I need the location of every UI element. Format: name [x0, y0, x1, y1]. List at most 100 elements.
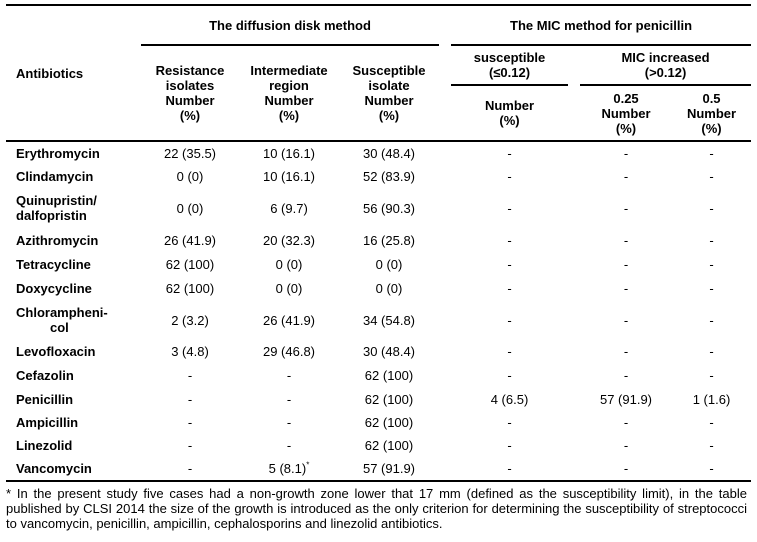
table-row: Quinupristin/ dalfopristin 0 (0) 6 (9.7)… — [6, 188, 751, 228]
antibiotic-name: Doxycycline — [16, 280, 92, 296]
table-row: Ampicillin - - 62 (100) - - - — [6, 411, 751, 434]
table-row: Azithromycin 26 (41.9) 20 (32.3) 16 (25.… — [6, 228, 751, 252]
mic-025-value: 57 (91.9) — [599, 391, 653, 407]
mic-025-value: - — [623, 256, 629, 272]
mic-05-value: - — [672, 457, 752, 482]
footnote-text: In the present study five cases had a no… — [6, 486, 747, 531]
mic-susceptible-value: - — [507, 312, 512, 328]
intermediate-value: 10 (16.1) — [262, 145, 316, 161]
susceptible-value: 62 (100) — [364, 415, 414, 430]
table-row: Clindamycin 0 (0) 10 (16.1) 52 (83.9) - … — [6, 164, 751, 188]
mic-susceptible-value: - — [507, 145, 512, 161]
susceptible-value: 0 (0) — [375, 256, 403, 272]
mic-05-value: - — [709, 367, 714, 383]
mic-susceptible-value: - — [507, 232, 512, 248]
resistance-value: 3 (4.8) — [171, 344, 209, 359]
resistance-value: - — [187, 438, 193, 453]
mic-susceptible-value: - — [507, 280, 512, 296]
antibiotic-name: Cefazolin — [16, 367, 74, 383]
antibiotic-name: Vancomycin — [6, 457, 141, 482]
mic-05-value: - — [709, 312, 714, 328]
susceptible-value: 34 (54.8) — [362, 312, 416, 328]
resistance-value: 62 (100) — [165, 256, 215, 272]
antibiotic-name: Chlorampheni- col — [16, 305, 108, 335]
mic-05-value: - — [709, 438, 714, 453]
mic-025-value: - — [580, 457, 673, 482]
resistance-value: 0 (0) — [176, 200, 204, 216]
intermediate-value: 10 (16.1) — [262, 168, 316, 184]
antibiotic-name: Azithromycin — [16, 232, 99, 248]
susceptible-value: 30 (48.4) — [362, 145, 416, 161]
table-row: Doxycycline 62 (100) 0 (0) 0 (0) - - - — [6, 276, 751, 300]
susceptible-value: 52 (83.9) — [362, 168, 416, 184]
susceptible-value: 62 (100) — [364, 367, 414, 383]
intermediate-value: 5 (8.1)* — [239, 457, 339, 482]
mic-025-value: - — [623, 200, 629, 216]
intermediate-value: 6 (9.7) — [270, 200, 308, 216]
header-resistance: Resistance isolates Number (%) — [141, 45, 239, 142]
mic-susceptible-value: 4 (6.5) — [490, 391, 529, 407]
resistance-value: - — [141, 457, 239, 482]
mic-05-value: - — [709, 280, 714, 296]
resistance-value: - — [187, 415, 193, 430]
mic-susceptible-value: - — [507, 367, 512, 383]
susceptible-value: 16 (25.8) — [362, 232, 416, 248]
table-row: Erythromycin 22 (35.5) 10 (16.1) 30 (48.… — [6, 141, 751, 164]
table-row: Levofloxacin 3 (4.8) 29 (46.8) 30 (48.4)… — [6, 340, 751, 363]
mic-05-value: - — [709, 145, 714, 161]
intermediate-value: 0 (0) — [275, 256, 303, 272]
antibiotic-name: Linezolid — [16, 438, 73, 453]
intermediate-value: 29 (46.8) — [262, 344, 316, 359]
susceptible-value: 30 (48.4) — [362, 344, 416, 359]
susceptible-value: 0 (0) — [375, 280, 403, 296]
footnote-marker: * — [306, 460, 310, 470]
intermediate-value: - — [286, 415, 292, 430]
table-row: Linezolid - - 62 (100) - - - — [6, 434, 751, 457]
intermediate-value: - — [286, 438, 292, 453]
header-mic-number: Number (%) — [451, 85, 569, 142]
header-intermediate: Intermediate region Number (%) — [239, 45, 339, 142]
resistance-value: 2 (3.2) — [171, 312, 209, 328]
susceptible-value: 62 (100) — [364, 391, 414, 407]
intermediate-value: - — [286, 367, 292, 383]
table-row: Chlorampheni- col 2 (3.2) 26 (41.9) 34 (… — [6, 300, 751, 340]
mic-susceptible-value: - — [507, 256, 512, 272]
intermediate-value: 20 (32.3) — [262, 232, 316, 248]
table-container: Antibiotics The diffusion disk method Th… — [6, 4, 752, 531]
antibiotic-name: Erythromycin — [16, 145, 100, 161]
intermediate-value: 26 (41.9) — [262, 312, 316, 328]
header-mic-05: 0.5 Number (%) — [672, 85, 752, 142]
mic-025-value: - — [623, 232, 629, 248]
mic-025-value: - — [623, 438, 629, 453]
susceptible-value: 57 (91.9) — [339, 457, 440, 482]
mic-susceptible-value: - — [507, 168, 512, 184]
mic-025-value: - — [623, 145, 629, 161]
antibiotic-name: Quinupristin/ dalfopristin — [16, 193, 97, 223]
susceptible-value: 56 (90.3) — [362, 200, 416, 216]
header-susceptible: Susceptible isolate Number (%) — [339, 45, 440, 142]
antibiotic-name: Penicillin — [16, 391, 74, 407]
susceptible-value: 62 (100) — [364, 438, 414, 453]
header-mic-increased: MIC increased (>0.12) — [580, 45, 752, 86]
table-row: Vancomycin - 5 (8.1)* 57 (91.9) - - - — [6, 457, 752, 482]
resistance-value: 22 (35.5) — [163, 145, 217, 161]
header-mic-025: 0.25 Number (%) — [580, 85, 673, 142]
table-row: Tetracycline 62 (100) 0 (0) 0 (0) - - - — [6, 252, 751, 276]
intermediate-value: 0 (0) — [275, 280, 303, 296]
footnote-asterisk: * — [6, 486, 12, 501]
resistance-value: 0 (0) — [176, 168, 204, 184]
mic-05-value: - — [709, 200, 714, 216]
resistance-value: 26 (41.9) — [163, 232, 217, 248]
header-antibiotics: Antibiotics — [6, 4, 141, 142]
header-disk-method: The diffusion disk method — [141, 4, 440, 46]
table-row: Penicillin - - 62 (100) 4 (6.5) 57 (91.9… — [6, 387, 751, 411]
mic-05-value: - — [709, 168, 714, 184]
resistance-value: - — [187, 391, 193, 407]
table-footnote: * In the present study five cases had a … — [6, 486, 751, 531]
mic-susceptible-value: - — [507, 200, 512, 216]
resistance-value: 62 (100) — [165, 280, 215, 296]
mic-025-value: - — [623, 312, 629, 328]
antibiotic-name: Ampicillin — [16, 415, 79, 430]
mic-025-value: - — [623, 415, 629, 430]
antibiotic-susceptibility-table: Antibiotics The diffusion disk method Th… — [6, 4, 752, 482]
